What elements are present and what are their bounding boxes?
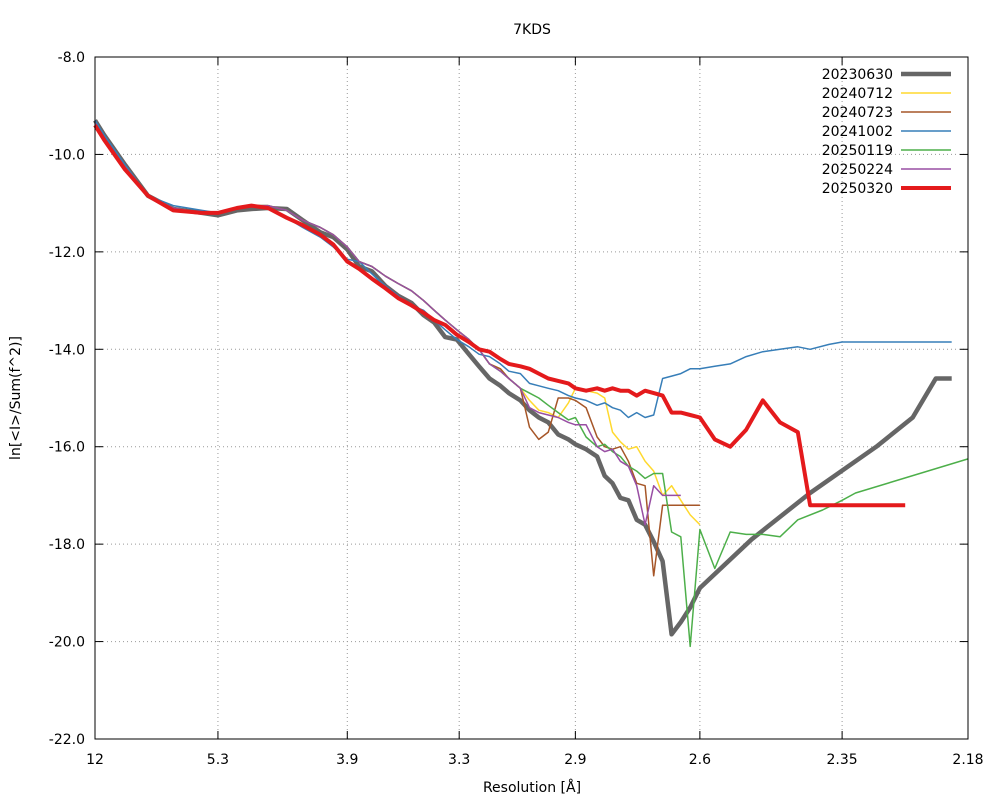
y-tick-label: -22.0 bbox=[49, 732, 85, 748]
x-axis-ticks: 12 5.3 3.9 3.3 2.9 2.6 2.35 2.18 bbox=[86, 57, 984, 768]
legend-label: 20230630 bbox=[822, 67, 893, 83]
legend-label: 20250224 bbox=[822, 162, 893, 178]
y-tick-label: -16.0 bbox=[49, 440, 85, 456]
grid-lines bbox=[94, 56, 969, 740]
legend-label: 20250320 bbox=[822, 181, 893, 197]
legend-label: 20250119 bbox=[822, 143, 893, 159]
x-tick-label: 2.18 bbox=[952, 752, 983, 768]
y-tick-label: -8.0 bbox=[58, 50, 85, 66]
legend-label: 20240712 bbox=[822, 86, 893, 102]
series-line-20240712 bbox=[94, 122, 701, 526]
series-line-20250320 bbox=[93, 124, 906, 508]
y-axis-ticks: -22.0 -20.0 -18.0 -16.0 -14.0 -12.0 -10.0 -8.0 bbox=[49, 50, 968, 748]
y-tick-label: -14.0 bbox=[49, 342, 85, 358]
x-axis-title: Resolution [Å] bbox=[483, 779, 581, 796]
y-axis-title: ln[<I>/Sum(f^2)] bbox=[8, 336, 24, 460]
x-tick-label: 3.3 bbox=[448, 752, 470, 768]
plot-frame bbox=[94, 56, 969, 740]
series-line-20241002 bbox=[94, 119, 952, 419]
x-tick-label: 2.35 bbox=[827, 752, 858, 768]
y-tick-label: -20.0 bbox=[49, 635, 85, 651]
x-tick-label: 2.6 bbox=[689, 752, 711, 768]
x-tick-label: 2.9 bbox=[564, 752, 586, 768]
series-line-20240723 bbox=[94, 122, 700, 577]
y-tick-label: -10.0 bbox=[49, 147, 85, 163]
y-tick-label: -18.0 bbox=[49, 537, 85, 553]
series-line-20250224 bbox=[94, 122, 681, 526]
y-tick-label: -12.0 bbox=[49, 245, 85, 261]
legend: 20230630 20240712 20240723 20241002 20250119… bbox=[822, 67, 951, 197]
series-lines bbox=[93, 119, 969, 648]
x-tick-label: 12 bbox=[86, 752, 104, 768]
legend-label: 20241002 bbox=[822, 124, 893, 140]
x-tick-label: 5.3 bbox=[207, 752, 229, 768]
chart-title: 7KDS bbox=[513, 22, 551, 38]
x-tick-label: 3.9 bbox=[336, 752, 358, 768]
legend-label: 20240723 bbox=[822, 105, 893, 121]
